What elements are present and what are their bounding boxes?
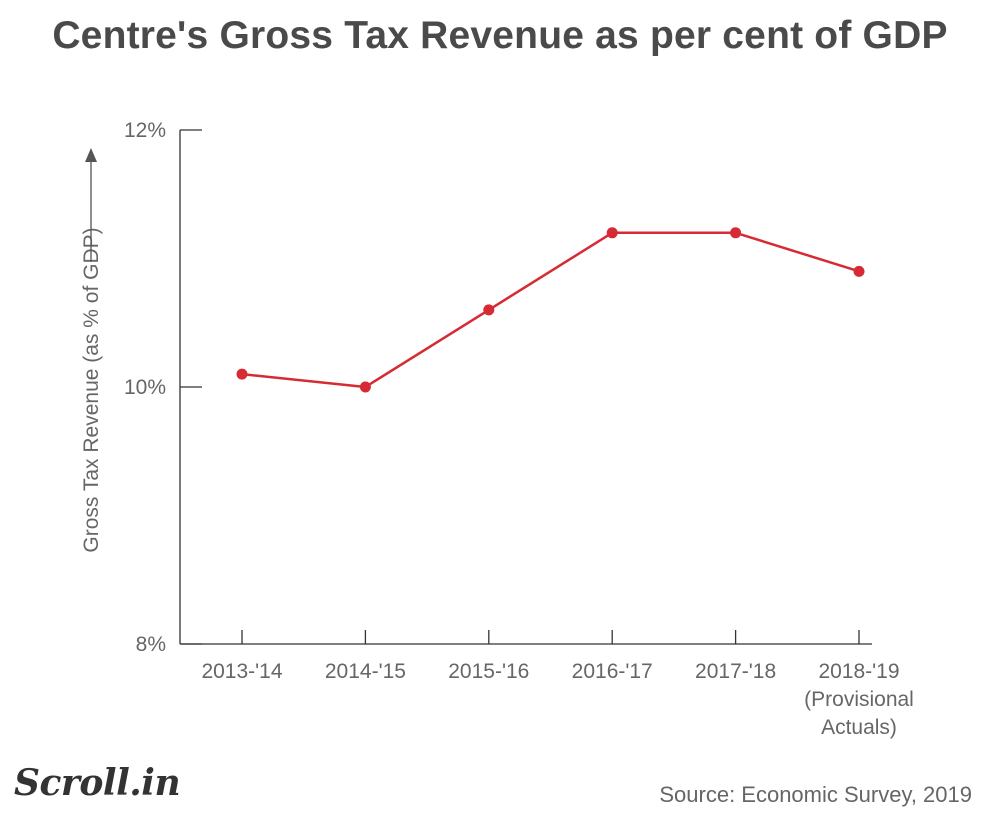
data-point-4 [730,227,742,239]
tick-labels: 8% 10% 12% 2013-'14 2014-'15 2015-'16 2016-'17… [124,119,914,739]
data-point-1 [359,381,371,393]
x-tick-label-line: 2016-'17 [572,660,653,683]
x-tick-label-line: 2013-'14 [201,660,282,683]
y-tick-label-2: 12% [124,119,166,142]
x-tick-label-line: 2014-'15 [325,660,406,683]
x-tick-label-line: Actuals) [821,716,897,739]
data-point-2 [483,304,495,316]
x-tick-label-0: 2013-'14 [201,660,282,683]
x-tick-label-3: 2016-'17 [572,660,653,683]
x-tick-label-line: 2017-'18 [695,660,776,683]
x-tick-label-line: 2015-'16 [448,660,529,683]
x-tick-label-line: 2018-'19 [818,660,899,683]
y-tick-label-0: 8% [136,633,166,656]
x-tick-label-line: (Provisional [804,688,914,711]
source-note: Source: Economic Survey, 2019 [659,782,972,807]
data-point-5 [853,265,865,277]
data-point-0 [236,368,248,380]
y-axis-arrow-head [85,148,97,162]
x-tick-label-2: 2015-'16 [448,660,529,683]
scroll-logo: Scroll.in [14,762,181,804]
chart-title: Centre's Gross Tax Revenue as per cent o… [52,14,948,57]
series-line-0 [241,231,860,389]
axes [179,129,872,645]
x-tick-label-1: 2014-'15 [325,660,406,683]
y-tick-label-1: 10% [124,376,166,399]
data-point-3 [606,227,618,239]
y-axis-title-group: Gross Tax Revenue (as % of GDP) [80,148,103,553]
series-group [236,227,865,393]
x-tick-label-5: 2018-'19 (Provisional Actuals) [804,660,914,739]
y-axis-title: Gross Tax Revenue (as % of GDP) [80,227,103,552]
x-tick-label-4: 2017-'18 [695,660,776,683]
